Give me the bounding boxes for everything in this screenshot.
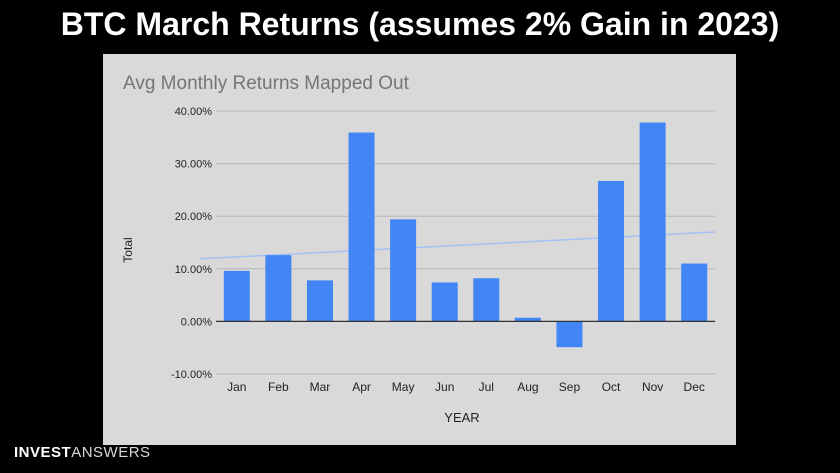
y-tick-label: 0.00% [181,316,212,328]
x-tick-label: Apr [352,380,371,394]
slide-title: BTC March Returns (assumes 2% Gain in 20… [60,6,780,42]
bar-layer [223,122,708,348]
x-tick-label: Feb [268,380,289,394]
grid-layer [216,110,715,375]
bar-mar [306,280,333,322]
brand-part-1: INVEST [14,444,72,461]
bar-oct [598,180,625,322]
bar-aug [514,317,541,322]
chart-title: Avg Monthly Returns Mapped Out [123,73,410,94]
x-tick-label: Oct [602,380,621,394]
y-tick-label: 40.00% [175,106,213,118]
x-tick-label: Mar [310,380,331,394]
x-tick-label: Dec [684,380,705,394]
x-tick-label: Jan [227,380,246,394]
bar-jan [223,270,250,322]
y-tick-label: -10.00% [171,369,212,381]
y-tick-label: 30.00% [175,159,213,171]
y-tick-label: 20.00% [175,211,213,223]
bar-jul [473,278,500,322]
x-tick-label: Jun [435,380,454,394]
bar-sep [556,321,583,348]
bar-apr [348,132,375,322]
bar-jun [431,282,458,322]
x-tick-label: Nov [642,380,663,394]
brand-logo: INVESTANSWERS [14,444,151,461]
brand-part-2: ANSWERS [71,444,151,461]
bar-dec [681,263,708,322]
trendline-layer [199,231,716,260]
x-axis-label: YEAR [444,410,479,425]
x-tick-label: Aug [517,380,538,394]
chart-panel: Avg Monthly Returns Mapped Out -10.00% 0.… [103,54,736,445]
bar-feb [265,255,292,322]
x-tick-label: Sep [559,380,581,394]
bar-chart: Avg Monthly Returns Mapped Out -10.00% 0.… [121,73,716,425]
bar-nov [639,122,666,322]
x-tick-label: Jul [479,380,494,394]
y-axis-label: Total [121,237,135,262]
bar-may [390,219,417,322]
y-tick-label: 10.00% [175,264,213,276]
tick-label-layer: -10.00% 0.00% 10.00% 20.00% 30.00% 40.00% Jan F… [171,106,705,394]
x-tick-label: May [392,380,415,394]
trendline [199,231,716,260]
